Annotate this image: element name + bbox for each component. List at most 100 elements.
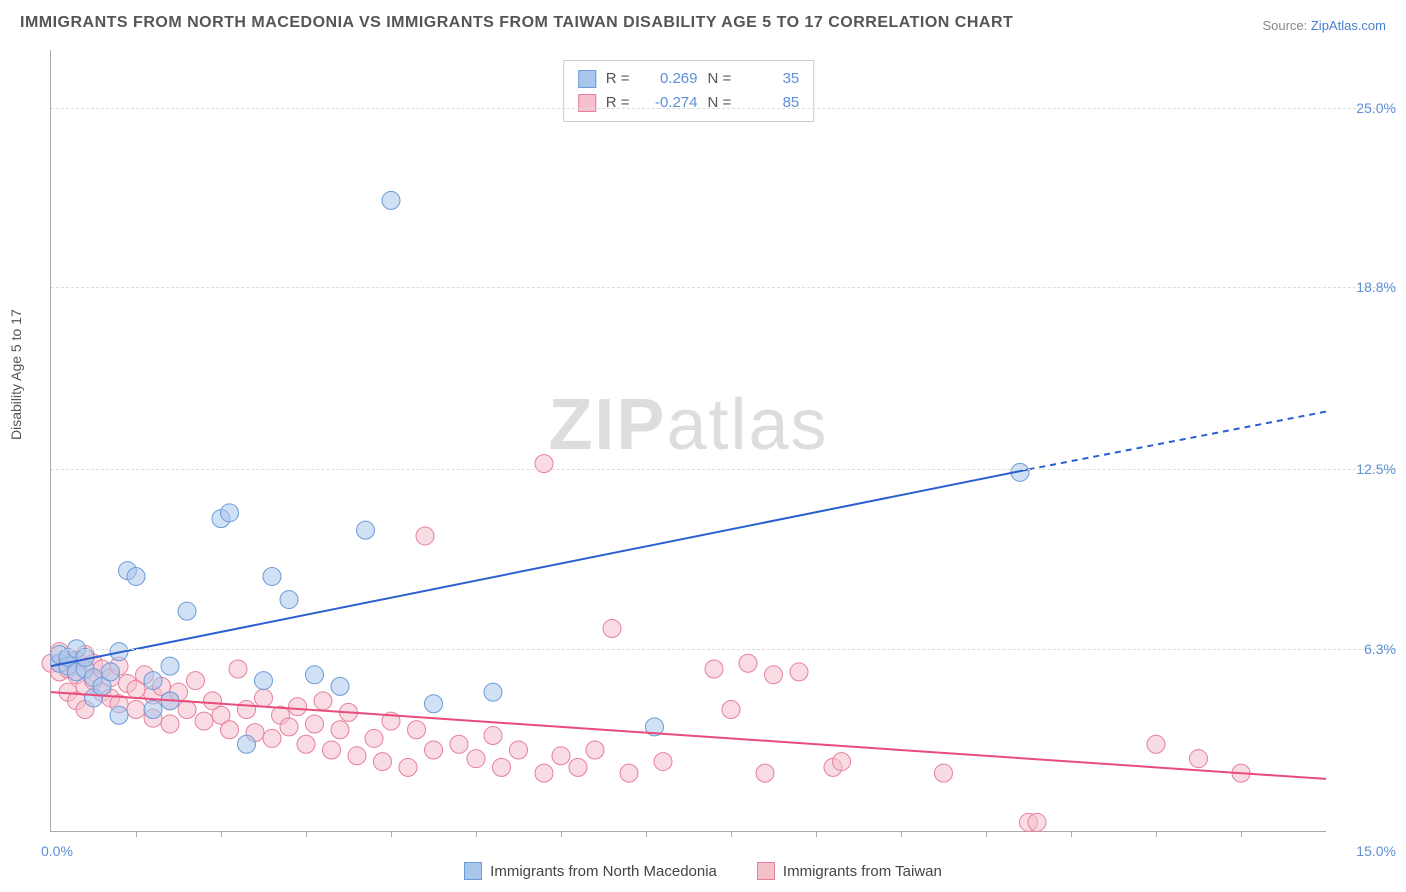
scatter-point — [552, 747, 570, 765]
scatter-point — [382, 191, 400, 209]
scatter-point — [603, 620, 621, 638]
scatter-point — [1147, 735, 1165, 753]
x-tick — [221, 831, 222, 837]
scatter-point — [323, 741, 341, 759]
y-tick-label: 25.0% — [1336, 100, 1396, 116]
scatter-point — [331, 721, 349, 739]
x-tick-label: 0.0% — [41, 843, 73, 859]
scatter-point — [127, 567, 145, 585]
scatter-point — [221, 721, 239, 739]
scatter-point — [280, 591, 298, 609]
scatter-point — [535, 764, 553, 782]
scatter-point — [1028, 813, 1046, 831]
scatter-point — [425, 741, 443, 759]
x-tick-label: 15.0% — [1356, 843, 1396, 859]
x-tick — [901, 831, 902, 837]
scatter-point — [187, 672, 205, 690]
y-tick-label: 12.5% — [1336, 461, 1396, 477]
scatter-point — [484, 683, 502, 701]
x-tick — [646, 831, 647, 837]
x-tick — [731, 831, 732, 837]
x-tick — [391, 831, 392, 837]
scatter-point — [297, 735, 315, 753]
scatter-point — [221, 504, 239, 522]
scatter-point — [238, 735, 256, 753]
y-tick-label: 18.8% — [1336, 279, 1396, 295]
scatter-point — [238, 701, 256, 719]
y-tick-label: 6.3% — [1336, 641, 1396, 657]
x-tick — [136, 831, 137, 837]
x-tick — [986, 831, 987, 837]
scatter-point — [935, 764, 953, 782]
scatter-point — [127, 701, 145, 719]
scatter-chart: ZIPatlas R = 0.269 N = 35 R = -0.274 N =… — [50, 50, 1326, 832]
scatter-point — [416, 527, 434, 545]
scatter-point — [289, 698, 307, 716]
scatter-point — [450, 735, 468, 753]
scatter-point — [161, 657, 179, 675]
scatter-point — [1190, 750, 1208, 768]
scatter-point — [790, 663, 808, 681]
scatter-point — [467, 750, 485, 768]
scatter-point — [425, 695, 443, 713]
scatter-point — [399, 758, 417, 776]
x-tick — [476, 831, 477, 837]
gridline — [51, 287, 1396, 288]
scatter-point — [374, 753, 392, 771]
chart-title: IMMIGRANTS FROM NORTH MACEDONIA VS IMMIG… — [20, 14, 1013, 32]
scatter-point — [263, 567, 281, 585]
scatter-point — [493, 758, 511, 776]
y-axis-label: Disability Age 5 to 17 — [8, 309, 24, 440]
x-tick — [1071, 831, 1072, 837]
legend-swatch-2 — [757, 862, 775, 880]
legend-label-1: Immigrants from North Macedonia — [490, 863, 717, 880]
source-prefix: Source: — [1262, 18, 1310, 33]
scatter-point — [255, 672, 273, 690]
scatter-point — [331, 677, 349, 695]
plot-svg — [51, 50, 1326, 831]
scatter-point — [765, 666, 783, 684]
scatter-point — [705, 660, 723, 678]
x-tick — [1156, 831, 1157, 837]
gridline — [51, 108, 1396, 109]
scatter-point — [739, 654, 757, 672]
scatter-point — [833, 753, 851, 771]
scatter-point — [365, 729, 383, 747]
scatter-point — [178, 701, 196, 719]
scatter-point — [144, 672, 162, 690]
scatter-point — [161, 715, 179, 733]
scatter-point — [144, 701, 162, 719]
scatter-point — [357, 521, 375, 539]
source-link[interactable]: ZipAtlas.com — [1311, 18, 1386, 33]
scatter-point — [178, 602, 196, 620]
scatter-point — [348, 747, 366, 765]
scatter-point — [620, 764, 638, 782]
legend-swatch-1 — [464, 862, 482, 880]
scatter-point — [484, 727, 502, 745]
scatter-point — [110, 706, 128, 724]
gridline — [51, 469, 1396, 470]
scatter-point — [280, 718, 298, 736]
series-legend: Immigrants from North Macedonia Immigran… — [0, 862, 1406, 880]
scatter-point — [195, 712, 213, 730]
legend-item-1: Immigrants from North Macedonia — [464, 862, 717, 880]
source-attribution: Source: ZipAtlas.com — [1262, 18, 1386, 33]
x-tick — [306, 831, 307, 837]
scatter-point — [510, 741, 528, 759]
regression-line — [51, 469, 1029, 666]
scatter-point — [102, 663, 120, 681]
scatter-point — [408, 721, 426, 739]
legend-label-2: Immigrants from Taiwan — [783, 863, 942, 880]
scatter-point — [229, 660, 247, 678]
scatter-point — [263, 729, 281, 747]
scatter-point — [722, 701, 740, 719]
regression-line — [51, 692, 1326, 779]
legend-item-2: Immigrants from Taiwan — [757, 862, 942, 880]
scatter-point — [569, 758, 587, 776]
x-tick — [816, 831, 817, 837]
scatter-point — [314, 692, 332, 710]
x-tick — [561, 831, 562, 837]
scatter-point — [654, 753, 672, 771]
gridline — [51, 649, 1396, 650]
scatter-point — [756, 764, 774, 782]
